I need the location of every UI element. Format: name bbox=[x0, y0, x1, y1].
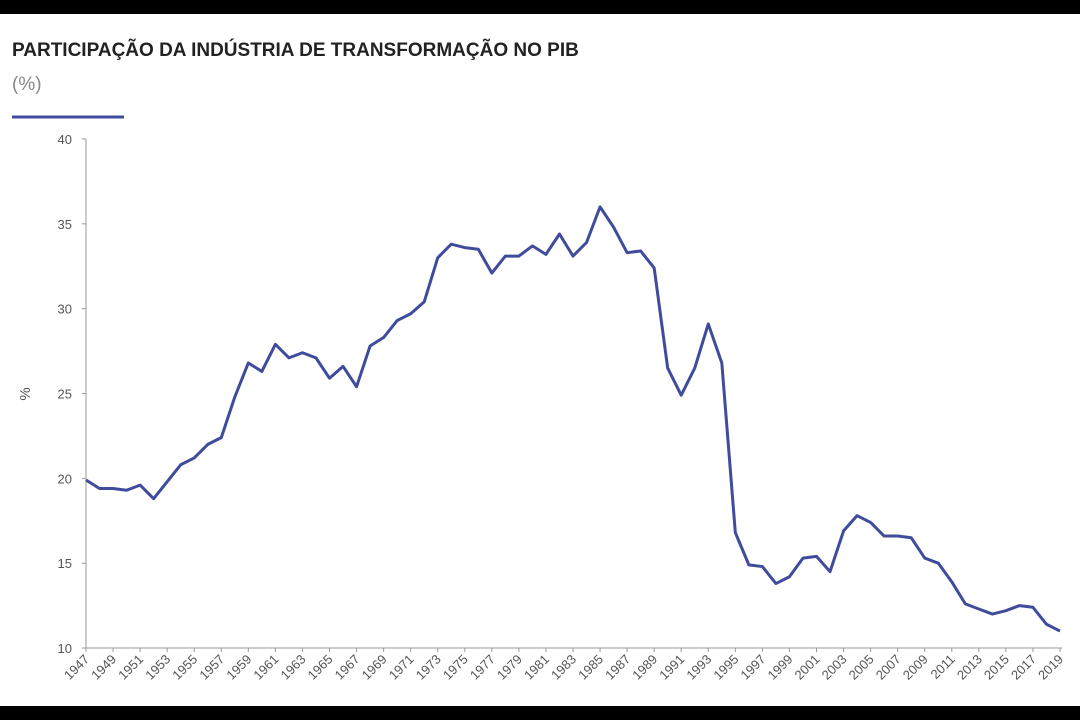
x-tick-label: 1949 bbox=[88, 652, 119, 683]
chart-title: PARTICIPAÇÃO DA INDÚSTRIA DE TRANSFORMAÇ… bbox=[12, 39, 579, 61]
x-tick-label: 2009 bbox=[900, 652, 931, 683]
y-tick-label: 10 bbox=[58, 641, 72, 656]
x-tick-label: 1991 bbox=[656, 652, 687, 683]
x-tick-label: 1953 bbox=[142, 652, 173, 683]
y-tick-label: 25 bbox=[58, 387, 72, 402]
x-tick-label: 1959 bbox=[223, 652, 254, 683]
x-tick-label: 1989 bbox=[629, 652, 660, 683]
y-tick-label: 40 bbox=[58, 132, 72, 147]
x-tick-label: 1951 bbox=[115, 652, 146, 683]
x-tick-label: 1967 bbox=[332, 652, 363, 683]
y-tick-label: 35 bbox=[58, 217, 72, 232]
x-tick-label: 1985 bbox=[575, 652, 606, 683]
x-tick-label: 2015 bbox=[981, 652, 1012, 683]
y-axis-label: % bbox=[17, 387, 34, 400]
x-tick-label: 1971 bbox=[386, 652, 417, 683]
x-tick-label: 2003 bbox=[819, 652, 850, 683]
line-series bbox=[85, 205, 1061, 633]
y-tick-label: 30 bbox=[58, 302, 72, 317]
bottom-bar bbox=[0, 706, 1080, 720]
x-tick-label: 2019 bbox=[1035, 652, 1066, 683]
x-tick-label: 1969 bbox=[359, 652, 390, 683]
x-tick-label: 1957 bbox=[196, 652, 227, 683]
y-tick-label: 15 bbox=[58, 556, 72, 571]
top-bar bbox=[0, 0, 1080, 14]
x-tick-label: 1977 bbox=[467, 652, 498, 683]
x-tick-label: 1963 bbox=[278, 652, 309, 683]
x-tick-label: 1995 bbox=[710, 652, 741, 683]
x-tick-label: 1947 bbox=[61, 652, 92, 683]
x-tick-label: 1973 bbox=[413, 652, 444, 683]
chart-subtitle: (%) bbox=[12, 74, 42, 95]
x-tick-label: 1961 bbox=[250, 652, 281, 683]
x-tick-label: 1975 bbox=[440, 652, 471, 683]
x-tick-label: 1999 bbox=[765, 652, 796, 683]
x-tick-label: 1993 bbox=[683, 652, 714, 683]
x-tick-label: 1955 bbox=[169, 652, 200, 683]
x-tick-label: 2011 bbox=[928, 652, 958, 682]
x-tick-label: 2017 bbox=[1008, 652, 1039, 683]
x-tick-label: 1983 bbox=[548, 652, 579, 683]
x-tick-label: 2001 bbox=[792, 652, 823, 683]
x-tick-label: 1981 bbox=[521, 652, 552, 683]
y-tick-label: 20 bbox=[58, 471, 72, 486]
x-tick-label: 2007 bbox=[873, 652, 904, 683]
x-tick-label: 2005 bbox=[846, 652, 877, 683]
x-tick-label: 1987 bbox=[602, 652, 633, 683]
x-tick-label: 1965 bbox=[305, 652, 336, 683]
x-tick-label: 2013 bbox=[954, 652, 985, 683]
x-tick-label: 1979 bbox=[494, 652, 525, 683]
x-tick-label: 1997 bbox=[737, 652, 768, 683]
